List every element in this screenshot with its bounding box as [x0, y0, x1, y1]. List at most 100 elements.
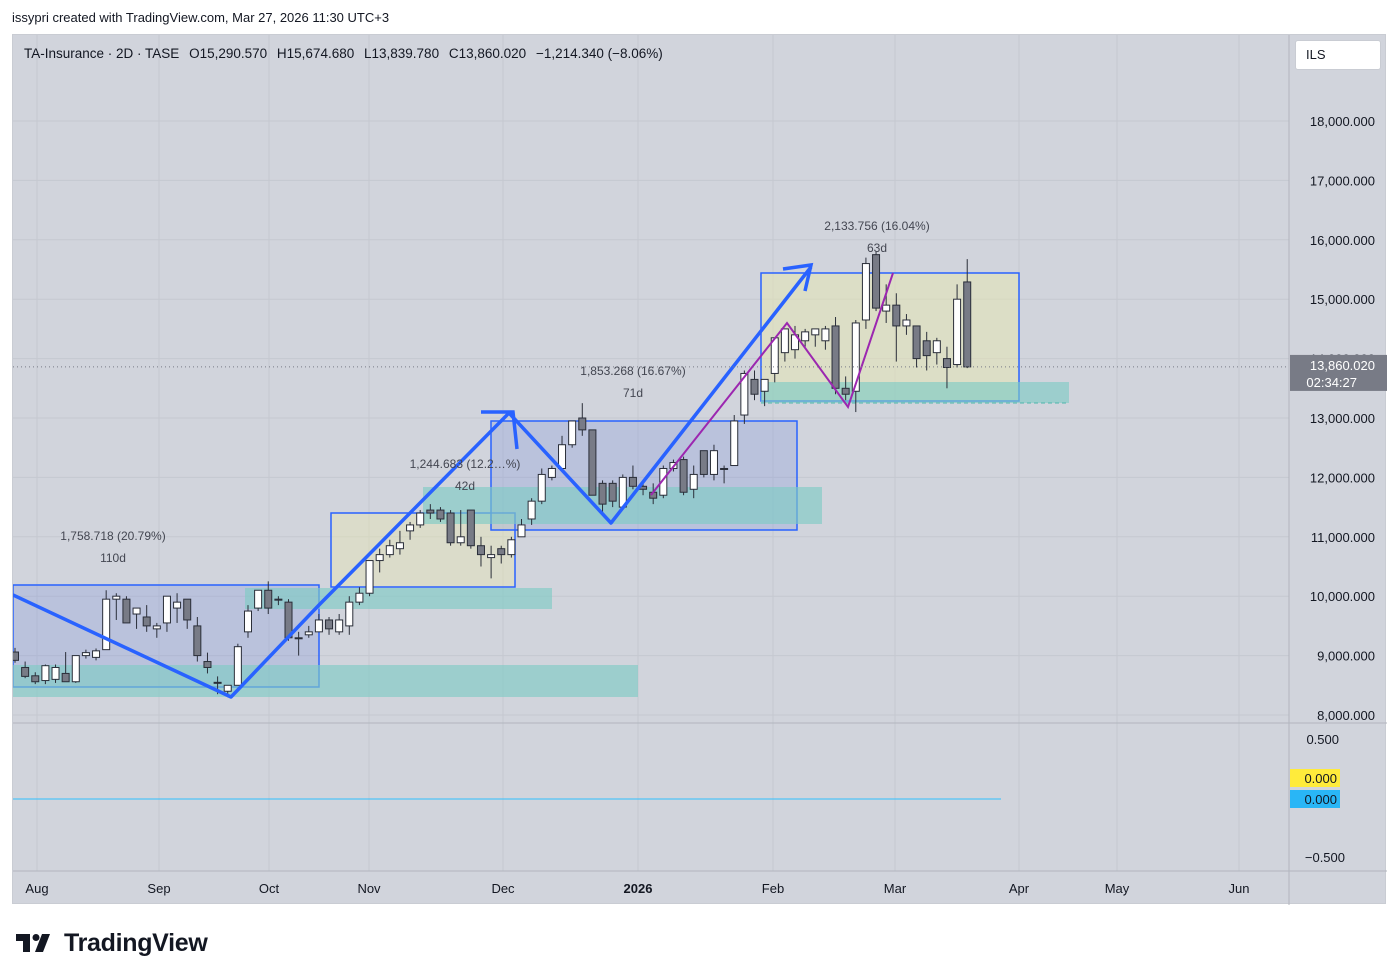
candle-body [71, 655, 80, 683]
price-tick-label: 11,000.000 [1311, 530, 1375, 545]
candle-body [436, 509, 445, 520]
candle-body [162, 595, 171, 624]
candle [264, 581, 273, 615]
candle [487, 545, 496, 579]
candle [345, 596, 354, 635]
candle-body [416, 512, 425, 526]
arrow-head-2 [782, 262, 814, 292]
candle [709, 444, 718, 481]
candle [162, 595, 171, 632]
candle-body [882, 304, 891, 312]
measure-duration-1: 110d [100, 551, 126, 565]
candle [183, 598, 192, 629]
candle [598, 480, 607, 514]
candle [740, 370, 749, 424]
candle [578, 403, 587, 436]
candle-body [537, 473, 546, 502]
candle [628, 465, 637, 490]
candle-body [355, 592, 364, 603]
currency-button[interactable]: ILS [1295, 40, 1381, 70]
candle-body [730, 420, 739, 467]
price-tick-label: 10,000.000 [1310, 589, 1375, 604]
candle-body [406, 524, 415, 532]
candle-body [861, 263, 870, 321]
measure-label-1: 1,758.718 (20.79%) [60, 529, 165, 543]
candle-body [264, 589, 273, 609]
legend-symbol[interactable]: TA-Insurance · 2D · TASE [24, 46, 180, 61]
candle [294, 631, 303, 656]
candle-body [325, 619, 334, 630]
chart-panel[interactable]: 1,758.718 (20.79%) 110d 1,244.683 (12.2…%)… [12, 34, 1387, 905]
candle-body [223, 684, 232, 692]
candle [385, 539, 394, 558]
candle-body [932, 340, 941, 354]
demand-zone-4 [761, 382, 1069, 403]
candle-body [851, 322, 860, 392]
candle [416, 510, 425, 528]
tradingview-logo[interactable]: TradingView [16, 928, 208, 958]
last-price-tag [1290, 354, 1387, 391]
candle [314, 614, 323, 633]
candle [21, 661, 30, 679]
candle [497, 545, 506, 564]
candle [395, 530, 404, 555]
candles [13, 251, 972, 698]
price-tick-label: 18,000.000 [1310, 114, 1375, 129]
tradingview-logo-icon [16, 934, 50, 952]
osc-blue-tag [1290, 790, 1340, 808]
candle [81, 649, 90, 659]
candle [243, 605, 252, 638]
measure-duration-4: 63d [867, 241, 887, 255]
price-chart-svg[interactable]: 1,758.718 (20.79%) 110d 1,244.683 (12.2…%)… [13, 35, 1387, 905]
price-tick-label: 12,000.000 [1310, 470, 1375, 485]
candle-body [314, 619, 323, 633]
candle-body [517, 524, 526, 538]
arrow-head-1 [481, 410, 519, 450]
candle [304, 625, 313, 638]
candle-body [568, 420, 577, 446]
candle [193, 616, 202, 662]
osc-tick-label: 0.500 [1306, 732, 1339, 747]
candle [203, 652, 212, 674]
candle [61, 652, 70, 683]
candle [13, 647, 19, 663]
candle-body [740, 372, 749, 416]
candle [963, 259, 972, 369]
measure-label-2: 1,244.683 (12.2…%) [410, 457, 521, 471]
candle [476, 536, 485, 567]
candle [942, 346, 951, 389]
candle-body [801, 331, 810, 342]
candle-body [213, 681, 222, 684]
purple-wave-path [650, 272, 894, 496]
candle [547, 465, 556, 481]
candle-body [41, 665, 50, 682]
candle-body [254, 589, 263, 609]
candle [841, 376, 850, 401]
candle [122, 596, 131, 624]
candle-body [760, 378, 769, 392]
candle [325, 616, 334, 635]
candle [750, 370, 759, 401]
candle [456, 510, 465, 546]
candle-body [102, 598, 111, 651]
candle [699, 450, 708, 478]
candle-body [476, 545, 485, 556]
candle-body [446, 512, 455, 544]
candle [436, 507, 445, 522]
candle [355, 587, 364, 606]
osc-blue-tag-value: 0.000 [1304, 792, 1337, 807]
candle [112, 593, 121, 620]
price-tick-label: 9,000.000 [1317, 649, 1375, 664]
symbol-legend: TA-Insurance · 2D · TASE O15,290.570 H15… [24, 46, 669, 61]
measure-label-3: 1,853.268 (16.67%) [580, 364, 685, 378]
blue-wave-arrow [13, 265, 813, 699]
time-tick-label: Aug [25, 881, 48, 896]
candle-body [689, 473, 698, 490]
time-tick-label: May [1105, 881, 1130, 896]
candle [41, 664, 50, 685]
osc-tick-label: −0.500 [1305, 850, 1345, 865]
chart-credit: issypri created with TradingView.com, Ma… [12, 10, 390, 25]
candle-body [152, 625, 161, 630]
osc-yellow-tag [1290, 769, 1340, 787]
candle [831, 317, 840, 395]
